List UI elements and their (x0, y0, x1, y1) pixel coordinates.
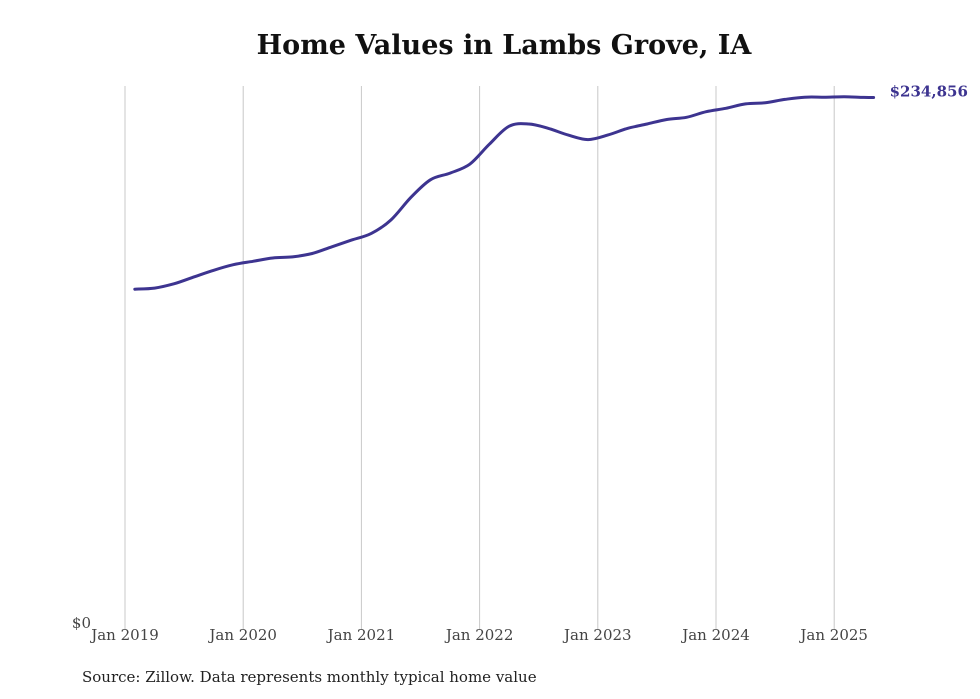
x-tick-label: Jan 2024 (680, 626, 750, 644)
source-note: Source: Zillow. Data represents monthly … (82, 668, 537, 686)
end-value-label: $234,856 (890, 82, 968, 100)
gridlines (124, 86, 835, 630)
x-tick-label: Jan 2022 (444, 626, 514, 644)
x-tick-label: Jan 2023 (562, 626, 632, 644)
x-tick-label: Jan 2021 (326, 626, 396, 644)
series-line (133, 95, 876, 291)
chart-title: Home Values in Lambs Grove, IA (256, 30, 752, 61)
y-tick-label: $0 (72, 614, 91, 632)
x-tick-label: Jan 2019 (89, 626, 159, 644)
axis-labels: Jan 2019 Jan 2020 Jan 2021 Jan 2022 Jan 2023… (72, 82, 968, 644)
x-tick-label: Jan 2020 (207, 626, 277, 644)
x-tick-label: Jan 2025 (798, 626, 868, 644)
series-layer (133, 95, 876, 291)
